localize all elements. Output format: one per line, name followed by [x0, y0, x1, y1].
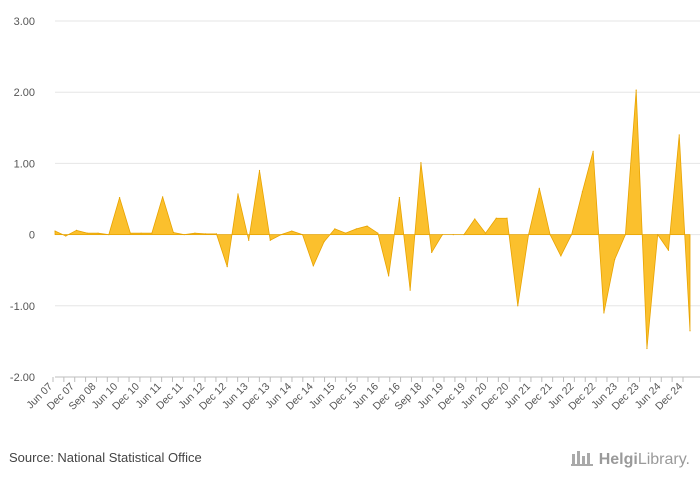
- data-point: [258, 169, 261, 172]
- data-point: [689, 330, 691, 332]
- data-point: [667, 249, 670, 251]
- data-point: [527, 234, 530, 236]
- data-point: [301, 234, 304, 236]
- library-icon: [570, 448, 595, 471]
- data-point: [151, 232, 153, 234]
- brand-rest: Library.: [637, 450, 690, 468]
- data-point: [129, 232, 131, 234]
- data-point: [624, 234, 627, 236]
- data-point: [495, 217, 497, 219]
- data-point: [194, 232, 196, 234]
- data-point: [517, 305, 519, 307]
- data-point: [183, 234, 185, 236]
- data-point: [452, 234, 454, 236]
- data-point: [506, 217, 508, 219]
- y-tick-label: 2.00: [14, 87, 35, 99]
- data-point: [118, 196, 121, 199]
- brand-bold: Helgi: [598, 450, 638, 468]
- data-point: [291, 230, 293, 232]
- brand-logo: Helgi Library.: [570, 448, 690, 471]
- data-point: [484, 232, 487, 234]
- y-axis-labels: 3.00 2.00 1.00 0 -1.00 -2.00: [10, 16, 35, 384]
- gridlines: [55, 20, 700, 378]
- data-point: [334, 228, 336, 230]
- data-point: [678, 134, 680, 136]
- y-tick-label: -2.00: [10, 372, 35, 384]
- data-point: [312, 265, 314, 267]
- data-point: [215, 233, 218, 235]
- data-point: [140, 232, 142, 234]
- data-point: [398, 196, 401, 199]
- data-point: [366, 225, 368, 227]
- data-point: [323, 241, 325, 243]
- data-point: [355, 228, 357, 230]
- y-tick-label: -1.00: [10, 301, 35, 313]
- data-point: [657, 234, 659, 236]
- area-series: [54, 89, 691, 350]
- data-point: [538, 187, 540, 189]
- data-point: [560, 255, 562, 257]
- data-point: [97, 232, 99, 234]
- data-point: [205, 233, 207, 235]
- data-point: [474, 218, 476, 220]
- data-point: [269, 239, 271, 241]
- data-point: [603, 312, 605, 314]
- data-point: [172, 231, 174, 234]
- y-tick-label: 3.00: [14, 16, 35, 28]
- data-point: [344, 232, 347, 234]
- data-point: [226, 266, 228, 268]
- data-point: [54, 230, 56, 232]
- data-point: [162, 196, 164, 198]
- data-point: [377, 232, 379, 234]
- data-point: [65, 235, 67, 237]
- data-point: [571, 234, 573, 236]
- data-point: [463, 234, 465, 236]
- x-axis: [52, 376, 700, 382]
- data-point: [635, 89, 637, 91]
- data-point: [581, 191, 583, 193]
- data-point: [280, 234, 282, 236]
- data-point: [86, 232, 88, 234]
- data-point: [646, 347, 648, 350]
- data-point: [441, 234, 444, 236]
- data-point: [592, 150, 594, 152]
- data-point: [420, 162, 422, 164]
- data-point: [237, 193, 239, 195]
- data-point: [549, 234, 551, 236]
- y-tick-label: 1.00: [14, 158, 35, 170]
- data-point: [614, 258, 616, 261]
- area-fill: [54, 89, 691, 349]
- y-tick-label: 0: [29, 230, 35, 242]
- data-point: [75, 229, 78, 231]
- data-point: [248, 239, 250, 241]
- data-point: [108, 234, 110, 236]
- source-note: Source: National Statistical Office: [9, 450, 202, 465]
- data-point: [409, 289, 411, 291]
- data-point: [431, 251, 433, 253]
- data-point: [388, 275, 390, 277]
